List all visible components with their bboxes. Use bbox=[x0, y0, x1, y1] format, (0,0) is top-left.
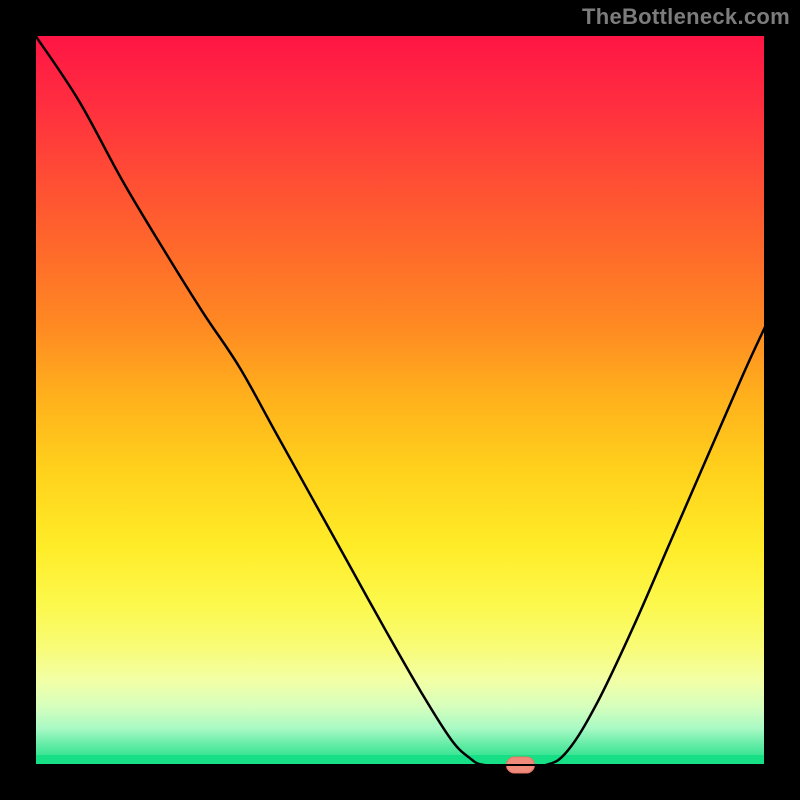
bottleneck-chart-svg bbox=[0, 0, 800, 800]
plot-area bbox=[35, 35, 765, 773]
chart-stage: TheBottleneck.com bbox=[0, 0, 800, 800]
watermark-text: TheBottleneck.com bbox=[582, 4, 790, 30]
baseline-green-band bbox=[35, 755, 765, 765]
